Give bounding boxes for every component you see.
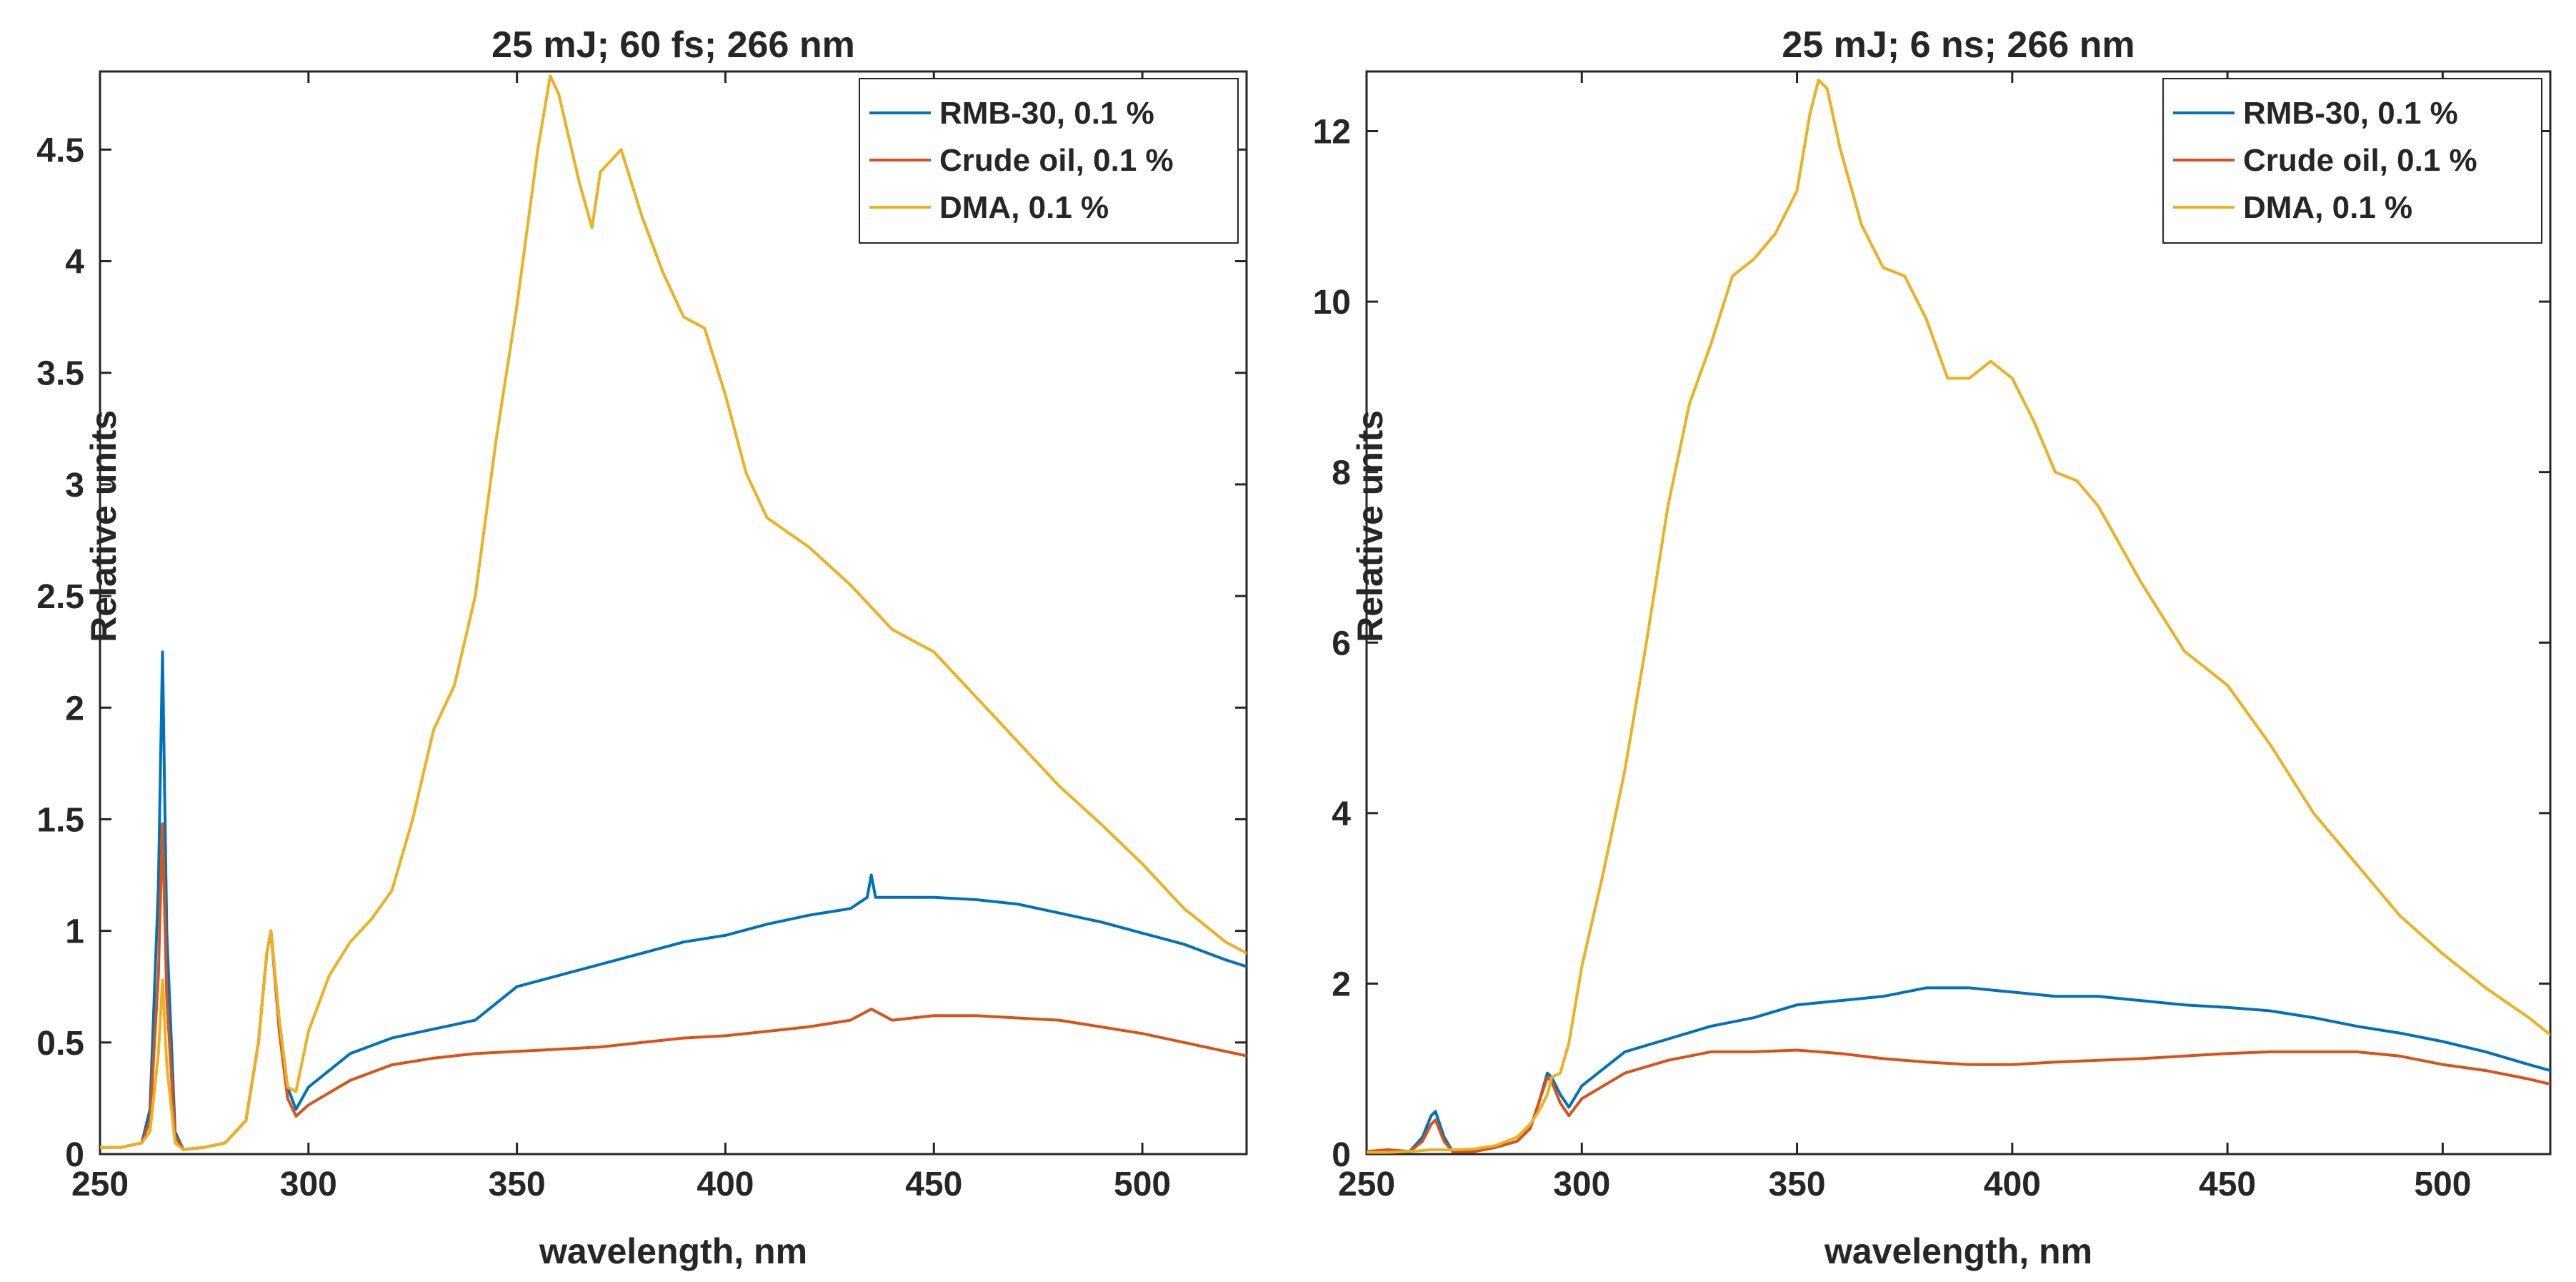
right-legend-label: RMB-30, 0.1 % (2243, 96, 2458, 131)
right-legend-label: Crude oil, 0.1 % (2243, 143, 2477, 178)
right-y-tick-label: 0 (1332, 1136, 1351, 1174)
right-series-line-3 (1367, 78, 2550, 1154)
right-series-group (1367, 78, 2550, 1154)
left-y-tick-label: 1.5 (36, 801, 84, 839)
right-legend-label: DMA, 0.1 % (2243, 190, 2412, 225)
right-chart-panel: 25 mJ; 6 ns; 266 nm 250 300 350 400 450 500 0 2 4… (1313, 24, 2552, 1271)
right-x-tick-label: 350 (1768, 1166, 1825, 1203)
left-chart-panel: 25 mJ; 60 fs; 266 nm 250 300 350 400 450 500 0 0… (36, 24, 1248, 1271)
left-y-axis-label: Relative units (84, 410, 124, 642)
left-x-tick-label: 300 (280, 1166, 337, 1203)
right-x-axis-label: wavelength, nm (1824, 1231, 2092, 1271)
left-x-tick-label: 400 (697, 1166, 754, 1203)
left-series-line-1 (100, 650, 1247, 1151)
right-x-tick-label: 250 (1338, 1166, 1395, 1203)
right-y-tick-label: 8 (1332, 454, 1351, 492)
right-y-tick-label: 4 (1332, 795, 1351, 833)
left-y-tick-label: 0.5 (36, 1025, 84, 1063)
right-x-tick-label: 400 (1984, 1166, 2041, 1203)
left-y-tick-label: 4.5 (36, 131, 84, 169)
right-legend: RMB-30, 0.1 % Crude oil, 0.1 % DMA, 0.1 % (2162, 78, 2542, 244)
left-x-tick-label: 350 (489, 1166, 546, 1203)
left-legend: RMB-30, 0.1 % Crude oil, 0.1 % DMA, 0.1 % (859, 78, 1239, 244)
left-x-tick-label: 500 (1114, 1166, 1171, 1203)
left-y-tick-label: 2.5 (36, 578, 84, 616)
left-series-line-3 (100, 74, 1247, 1151)
right-x-tick-label: 450 (2199, 1166, 2256, 1203)
right-y-tick-label: 10 (1313, 284, 1351, 322)
right-chart-title: 25 mJ; 6 ns; 266 nm (1782, 24, 2135, 66)
right-y-tick-label: 12 (1313, 114, 1351, 151)
left-plot-frame (99, 70, 1248, 1156)
left-series-group (100, 74, 1247, 1151)
right-x-tick-label: 500 (2414, 1166, 2471, 1203)
right-series-line-2 (1367, 1048, 2550, 1153)
right-y-tick-label: 2 (1332, 965, 1351, 1003)
left-y-tick-label: 4 (65, 244, 84, 282)
right-x-tick-label: 300 (1553, 1166, 1610, 1203)
left-legend-label: DMA, 0.1 % (939, 190, 1109, 225)
right-plot-frame (1365, 70, 2552, 1156)
left-y-tick-label: 3.5 (36, 355, 84, 393)
left-legend-label: RMB-30, 0.1 % (939, 96, 1154, 131)
left-x-axis-label: wavelength, nm (539, 1231, 807, 1271)
right-y-axis-label: Relative units (1350, 410, 1390, 642)
left-x-tick-label: 250 (71, 1166, 129, 1203)
left-y-tick-label: 0 (65, 1136, 84, 1174)
left-legend-label: Crude oil, 0.1 % (939, 143, 1174, 178)
left-x-tick-label: 450 (905, 1166, 962, 1203)
right-y-tick-label: 6 (1332, 625, 1351, 662)
left-chart-title: 25 mJ; 60 fs; 266 nm (491, 24, 855, 66)
left-y-tick-label: 1 (65, 913, 84, 951)
left-y-tick-label: 2 (65, 690, 84, 727)
left-y-tick-label: 3 (65, 467, 84, 505)
